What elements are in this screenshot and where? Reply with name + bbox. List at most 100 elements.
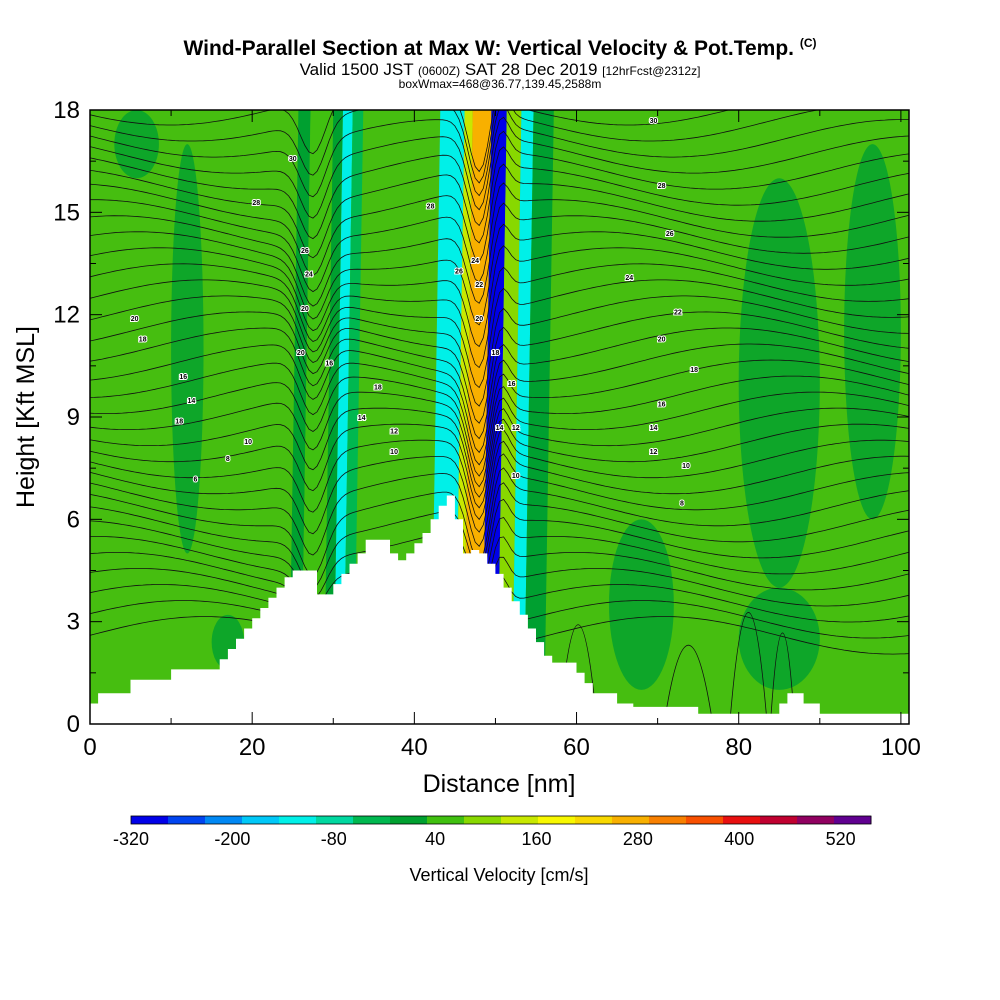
theta-label: 28 [252,200,260,207]
theta-label: 30 [289,156,297,163]
theta-label: 8 [226,456,230,463]
colorbar-swatch [760,816,798,824]
theta-contour [90,110,820,184]
colorbar-tick-label: -320 [113,829,149,849]
theta-label: 18 [139,337,147,344]
theta-label: 20 [658,337,666,344]
colorbar-swatch [353,816,391,824]
velocity-band [497,110,522,724]
theta-contour [90,429,909,521]
colorbar-swatch [575,816,613,824]
y-tick-label: 3 [67,609,80,636]
colorbar-tick-label: 160 [521,829,551,849]
subsidence-region [171,144,204,554]
copyright-mark: (C) [799,36,817,50]
theta-contour [90,440,909,535]
colorbar-swatch [649,816,687,824]
theta-label: 12 [650,449,658,456]
theta-contour [90,116,909,219]
theta-label: 10 [512,473,520,480]
chart-subtitle: Valid 1500 JST (0600Z) SAT 28 Dec 2019 [… [0,60,1000,80]
theta-contour [90,343,909,454]
y-tick-label: 9 [67,404,80,431]
colorbar-swatch [279,816,317,824]
theta-label: 22 [475,282,483,289]
theta-label: 12 [390,429,398,436]
y-tick-label: 0 [67,711,80,738]
theta-contour [90,263,909,369]
colorbar-tick-label: 520 [826,829,856,849]
theta-label: 18 [690,367,698,374]
theta-label: 10 [244,439,252,446]
colorbar-swatch [242,816,280,824]
velocity-band [342,110,364,724]
colorbar-tick-label: -80 [321,829,347,849]
theta-label: 10 [390,449,398,456]
theta-contour [90,327,909,440]
velocity-band [333,110,353,724]
x-tick-label: 0 [83,734,96,761]
theta-contour [90,536,909,616]
theta-contour [90,182,909,293]
x-tick-label: 40 [401,734,428,761]
colorbar-swatch [797,816,835,824]
theta-label: 18 [175,418,183,425]
theta-contour [90,418,909,509]
colorbar-swatch [538,816,576,824]
colorbar-swatch [316,816,354,824]
velocity-band [511,110,534,724]
theta-contour [90,130,909,240]
theta-label: 30 [650,118,658,125]
theta-label: 26 [301,248,309,255]
colorbar-swatch [168,816,206,824]
theta-contour [90,110,909,198]
colorbar-swatch [131,816,169,824]
theta-contour [90,517,909,609]
colorbar-tick-label: 40 [425,829,445,849]
theta-contour [90,245,909,348]
theta-label: 14 [187,398,195,405]
theta-label: 16 [325,360,333,367]
theta-label: 18 [374,384,382,391]
colorbar-tick-label: 400 [724,829,754,849]
theta-contour [90,279,909,389]
y-tick-label: 15 [53,199,80,226]
theta-label: 8 [680,500,684,507]
theta-contour [90,375,909,477]
theta-contour [90,223,909,326]
theta-label: 20 [131,316,139,323]
colorbar-label: Vertical Velocity [cm/s] [409,865,588,885]
chart-title: Wind-Parallel Section at Max W: Vertical… [0,36,1000,61]
subtitle-valid-time: Valid 1500 JST [299,60,414,79]
theta-labels: 20 18 16 14 18 10 8 6 30 28 26 24 20 20 16 18 14 12 10 28 26… [130,117,699,508]
theta-contour [90,311,909,424]
theta-contour [90,359,909,466]
y-tick-label: 18 [53,97,80,124]
theta-contour [90,482,909,589]
colorbar-tick-label: -200 [214,829,250,849]
theta-label: 16 [508,381,516,388]
colorbar-swatch [612,816,650,824]
colorbar-swatch [464,816,502,824]
theta-label: 24 [471,258,479,265]
theta-label: 14 [496,425,504,432]
subtitle-forecast: [12hrFcst@2312z] [602,64,701,78]
x-tick-label: 20 [239,734,266,761]
x-axis: 0 20 40 60 80 100 [83,110,921,761]
x-tick-label: 80 [725,734,752,761]
theta-contour [90,110,731,173]
colorbar-frame [130,815,872,825]
chart-title-main: Wind-Parallel Section at Max W: Vertical… [183,37,794,60]
colorbar: -320 -200 -80 40 160 280 400 520 [113,815,872,849]
colorbar-swatch [686,816,724,824]
y-tick-label: 12 [53,302,80,329]
theta-label: 16 [179,374,187,381]
theta-label: 10 [682,463,690,470]
colorbar-swatch [427,816,465,824]
x-tick-label: 100 [881,734,921,761]
colorbar-swatch [390,816,428,824]
y-tick-label: 6 [67,506,80,533]
velocity-band [523,110,554,724]
theta-label: 20 [297,350,305,357]
theta-label: 20 [475,316,483,323]
